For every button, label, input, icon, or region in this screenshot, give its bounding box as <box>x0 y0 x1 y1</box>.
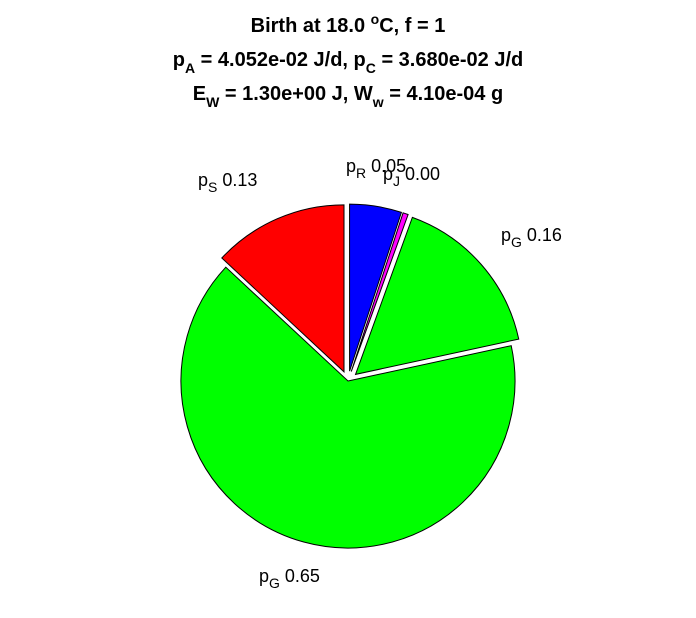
pie-slice-j-1 <box>350 212 409 372</box>
slice-label-1: pJ 0.00 <box>383 164 440 189</box>
slice-label-3: pG 0.65 <box>259 566 320 591</box>
slice-label-4: pS 0.13 <box>198 170 257 195</box>
slice-label-2: pG 0.16 <box>501 225 562 250</box>
pie-slice-r-0 <box>349 203 403 372</box>
title-line-2: pA = 4.052e-02 J/d, pC = 3.680e-02 J/d <box>173 49 523 76</box>
pie-slice-s-4 <box>221 204 345 373</box>
title-line-1: Birth at 18.0 oC, f = 1 <box>251 11 446 37</box>
slice-label-0: pR 0.05 <box>346 156 406 181</box>
pie-slice-g-3 <box>180 266 516 549</box>
title-line-3: EW = 1.30e+00 J, Ww = 4.10e-04 g <box>193 83 503 110</box>
pie-slices <box>180 203 520 549</box>
chart-title: Birth at 18.0 oC, f = 1 pA = 4.052e-02 J… <box>173 11 523 110</box>
pie-slice-g-2 <box>354 216 520 376</box>
